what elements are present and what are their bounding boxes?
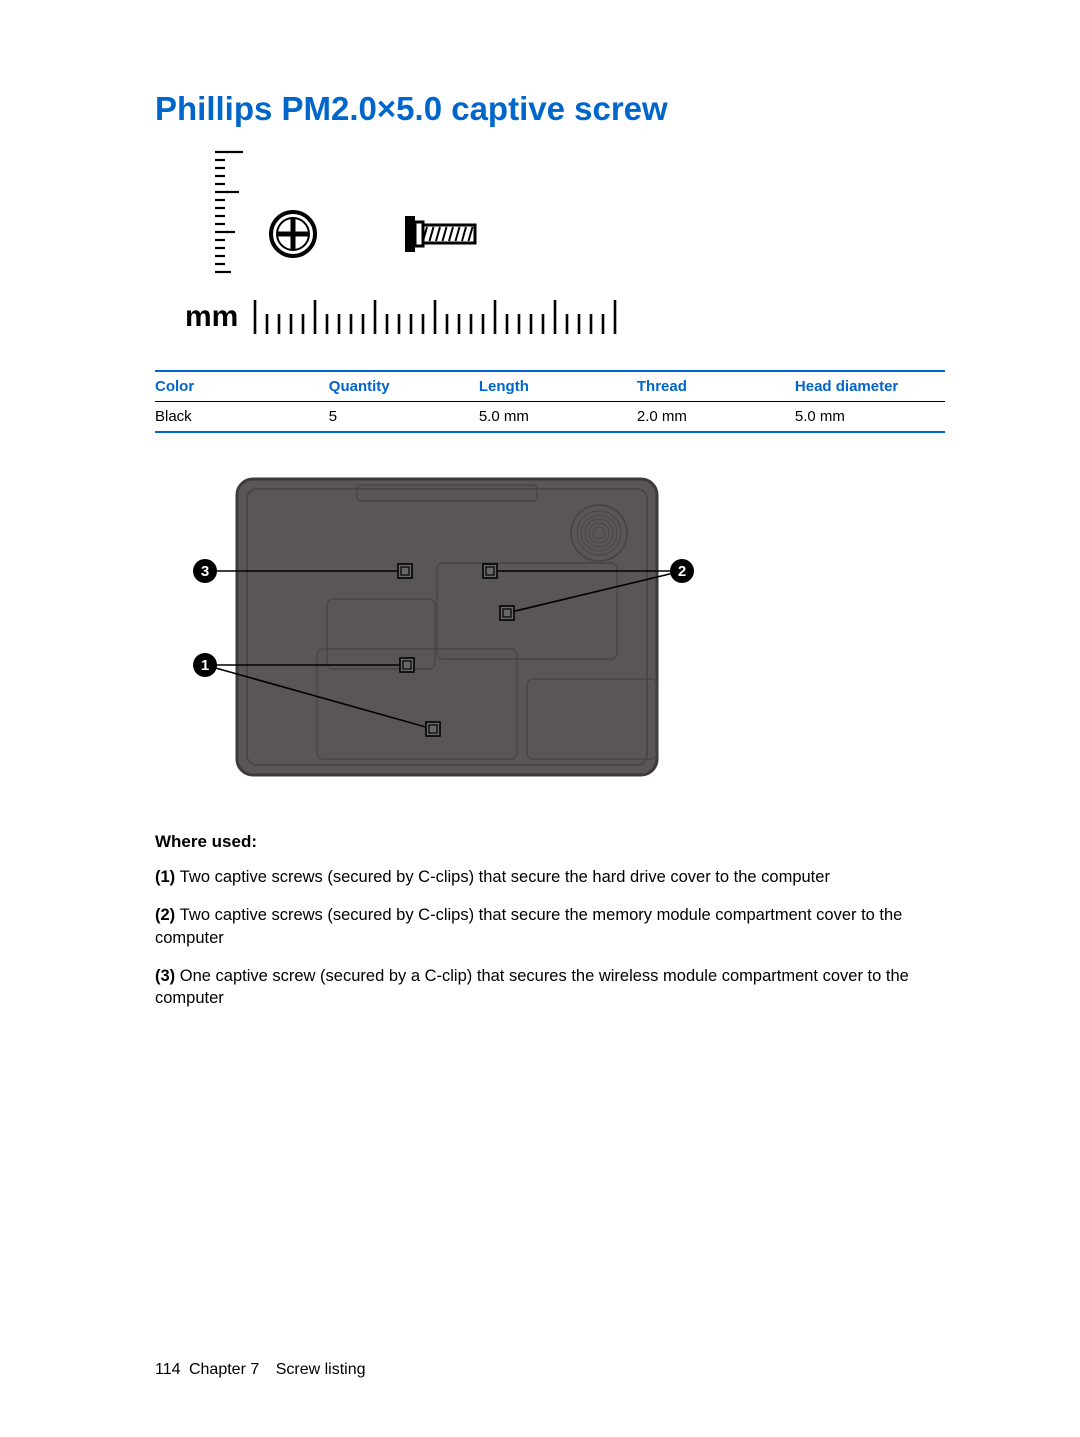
spec-col-0: Color: [155, 371, 329, 402]
spec-cell-2: 5.0 mm: [479, 402, 637, 433]
spec-cell-1: 5: [329, 402, 479, 433]
spec-cell-3: 2.0 mm: [637, 402, 795, 433]
spec-col-1: Quantity: [329, 371, 479, 402]
spec-table: ColorQuantityLengthThreadHead diameter B…: [155, 370, 945, 433]
page-footer: 114 Chapter 7 Screw listing: [155, 1361, 366, 1379]
svg-text:3: 3: [201, 563, 209, 580]
where-used-item-1: (1) Two captive screws (secured by C-cli…: [155, 866, 960, 888]
where-used-num: (2): [155, 906, 180, 924]
spec-table-data-row: Black55.0 mm2.0 mm5.0 mm: [155, 402, 945, 433]
where-used-heading: Where used:: [155, 832, 960, 852]
where-used-num: (1): [155, 868, 180, 886]
svg-text:mm: mm: [185, 300, 238, 333]
spec-table-header-row: ColorQuantityLengthThreadHead diameter: [155, 371, 945, 402]
chapter-title: Screw listing: [276, 1361, 366, 1378]
where-used-item-2: (2) Two captive screws (secured by C-cli…: [155, 904, 960, 949]
spec-cell-0: Black: [155, 402, 329, 433]
spec-cell-4: 5.0 mm: [795, 402, 945, 433]
svg-text:1: 1: [201, 657, 209, 674]
spec-col-3: Thread: [637, 371, 795, 402]
spec-col-4: Head diameter: [795, 371, 945, 402]
ruler-screw-figure: mm: [185, 146, 960, 356]
page-title: Phillips PM2.0×5.0 captive screw: [155, 90, 960, 128]
where-used-list: (1) Two captive screws (secured by C-cli…: [155, 866, 960, 1009]
chapter-label: Chapter 7: [189, 1361, 259, 1378]
svg-text:2: 2: [678, 563, 686, 580]
laptop-bottom-figure: 3 2 1: [185, 469, 960, 802]
where-used-num: (3): [155, 967, 180, 985]
where-used-item-3: (3) One captive screw (secured by a C-cl…: [155, 965, 960, 1010]
laptop-bottom-svg: 3 2 1: [185, 469, 725, 797]
spec-col-2: Length: [479, 371, 637, 402]
page-number: 114: [155, 1361, 181, 1378]
where-used-section: Where used: (1) Two captive screws (secu…: [155, 832, 960, 1009]
ruler-screw-svg: mm: [185, 146, 625, 351]
